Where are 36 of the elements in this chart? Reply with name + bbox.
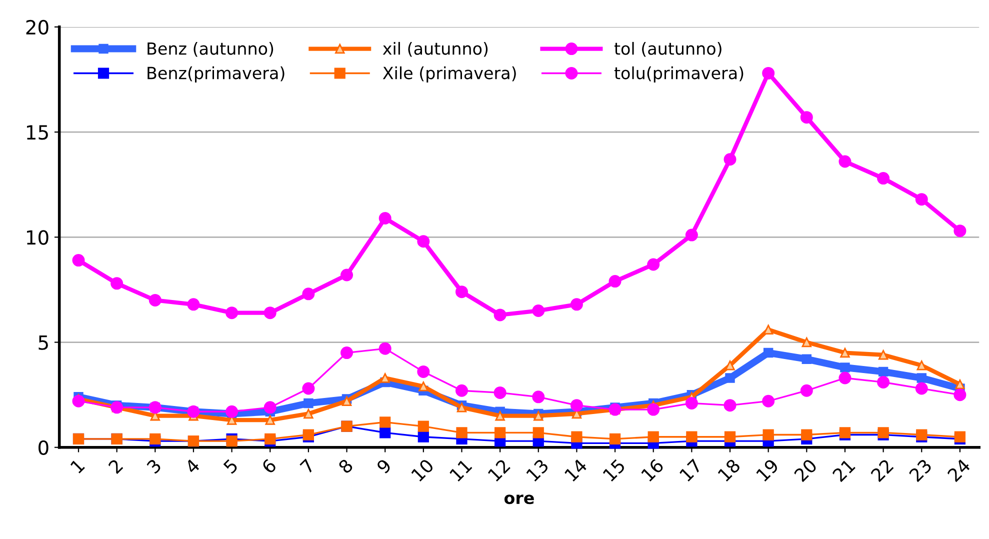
y-tick-label: 15 bbox=[27, 125, 48, 140]
x-tick-label: 10 bbox=[410, 458, 434, 482]
x-tick-label: 17 bbox=[679, 458, 702, 482]
legend-label: Benz(primavera) bbox=[148, 66, 284, 83]
x-tick-label: 8 bbox=[338, 458, 354, 474]
x-tick-label: 11 bbox=[449, 458, 472, 482]
x-tick-label: 20 bbox=[794, 458, 818, 482]
y-tick-label: 20 bbox=[26, 20, 48, 35]
x-tick-label: 2 bbox=[108, 458, 124, 474]
legend-label: Benz (autunno) bbox=[148, 42, 274, 57]
x-tick-label: 14 bbox=[564, 458, 588, 482]
y-tick-label: 0 bbox=[38, 440, 48, 456]
y-tick-label: 5 bbox=[38, 335, 48, 350]
x-tick-label: 1 bbox=[70, 458, 85, 474]
x-tick-label: 13 bbox=[526, 458, 550, 482]
x-tick-label: 19 bbox=[756, 458, 780, 482]
x-axis-title: ore bbox=[504, 494, 534, 504]
x-tick-label: 23 bbox=[908, 458, 932, 482]
y-tick-label: 10 bbox=[27, 230, 48, 245]
legend-label: tol (autunno) bbox=[614, 42, 722, 57]
x-tick-label: 6 bbox=[261, 458, 278, 474]
legend-label: Xile (primavera) bbox=[382, 66, 516, 83]
x-tick-label: 7 bbox=[300, 458, 315, 474]
x-tick-label: 15 bbox=[602, 458, 626, 482]
x-tick-label: 4 bbox=[184, 458, 200, 474]
x-tick-label: 12 bbox=[487, 458, 510, 482]
x-tick-label: 16 bbox=[640, 458, 664, 482]
x-tick-label: 24 bbox=[946, 458, 971, 482]
x-tick-label: 5 bbox=[222, 458, 238, 474]
x-tick-label: 3 bbox=[146, 458, 162, 474]
legend-label: tolu(primavera) bbox=[614, 66, 744, 83]
x-tick-label: 18 bbox=[717, 458, 741, 482]
x-tick-label: 22 bbox=[870, 458, 894, 482]
legend-label: xil (autunno) bbox=[382, 42, 488, 57]
x-tick-label: 21 bbox=[832, 458, 856, 482]
x-tick-label: 9 bbox=[376, 458, 392, 474]
